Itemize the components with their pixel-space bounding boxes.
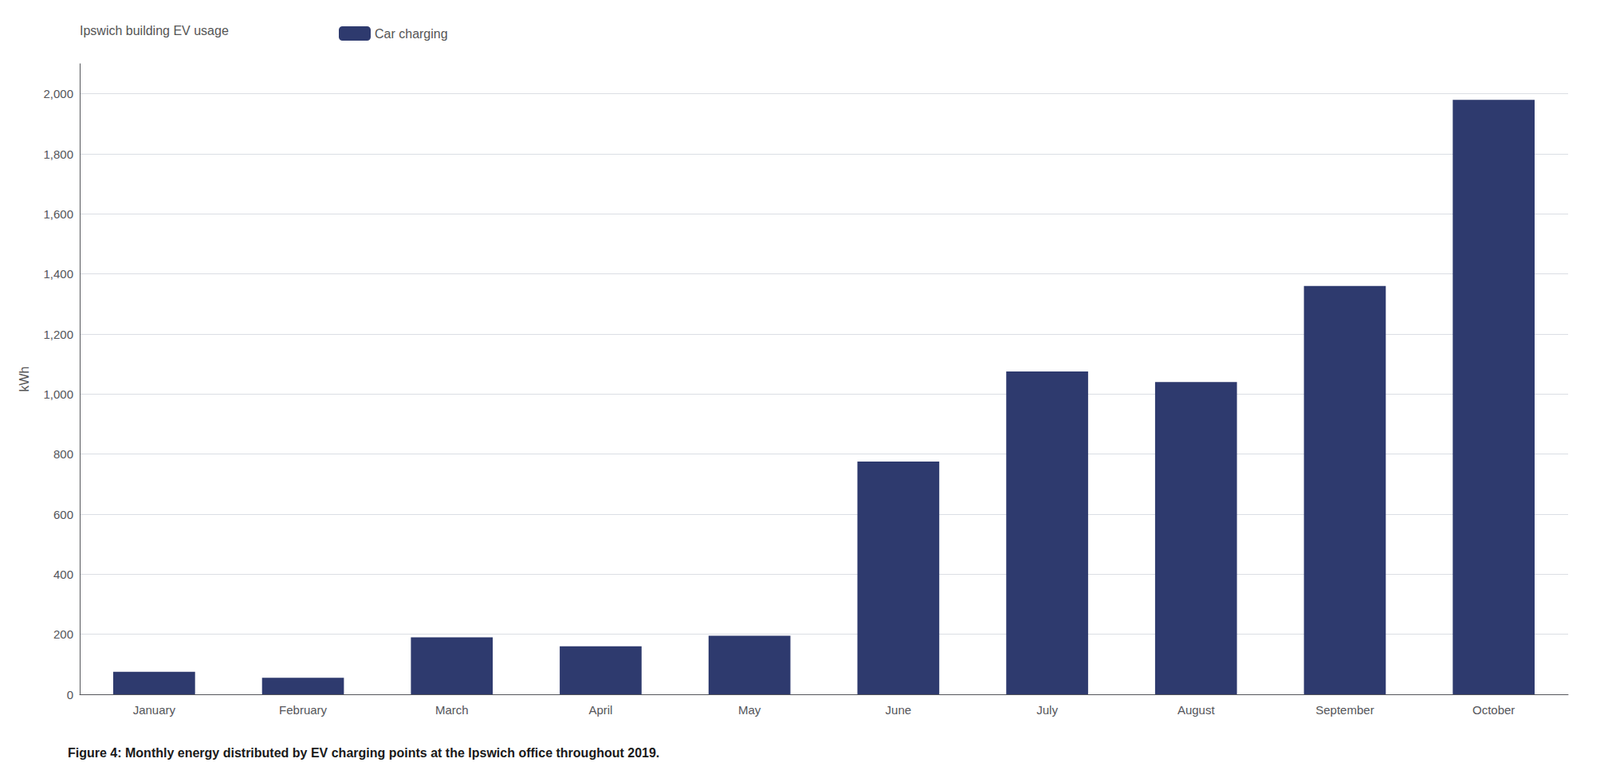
svg-text:1,400: 1,400	[43, 267, 74, 281]
svg-text:July: July	[1036, 703, 1058, 717]
svg-text:June: June	[885, 703, 913, 717]
svg-text:1,600: 1,600	[43, 207, 74, 221]
svg-text:May: May	[738, 703, 762, 717]
svg-text:200: 200	[53, 627, 74, 641]
svg-text:2,000: 2,000	[43, 86, 74, 101]
svg-text:1,000: 1,000	[43, 387, 74, 401]
svg-text:kWh: kWh	[17, 366, 32, 393]
svg-text:600: 600	[53, 507, 74, 522]
svg-text:400: 400	[53, 567, 74, 582]
svg-text:800: 800	[53, 447, 74, 461]
svg-text:October: October	[1472, 703, 1515, 717]
svg-text:April: April	[588, 703, 613, 717]
svg-text:August: August	[1177, 703, 1216, 717]
svg-text:Ipswich building EV usage: Ipswich building EV usage	[79, 23, 229, 38]
svg-text:Figure 4: Monthly energy distr: Figure 4: Monthly energy distributed by …	[67, 746, 660, 760]
svg-text:1,200: 1,200	[43, 327, 74, 342]
svg-text:0: 0	[66, 687, 74, 702]
svg-text:January: January	[133, 703, 177, 717]
svg-text:Car charging: Car charging	[374, 27, 449, 41]
svg-text:September: September	[1315, 703, 1374, 717]
svg-text:1,800: 1,800	[43, 147, 74, 162]
svg-text:February: February	[279, 703, 328, 717]
svg-text:March: March	[435, 703, 469, 717]
